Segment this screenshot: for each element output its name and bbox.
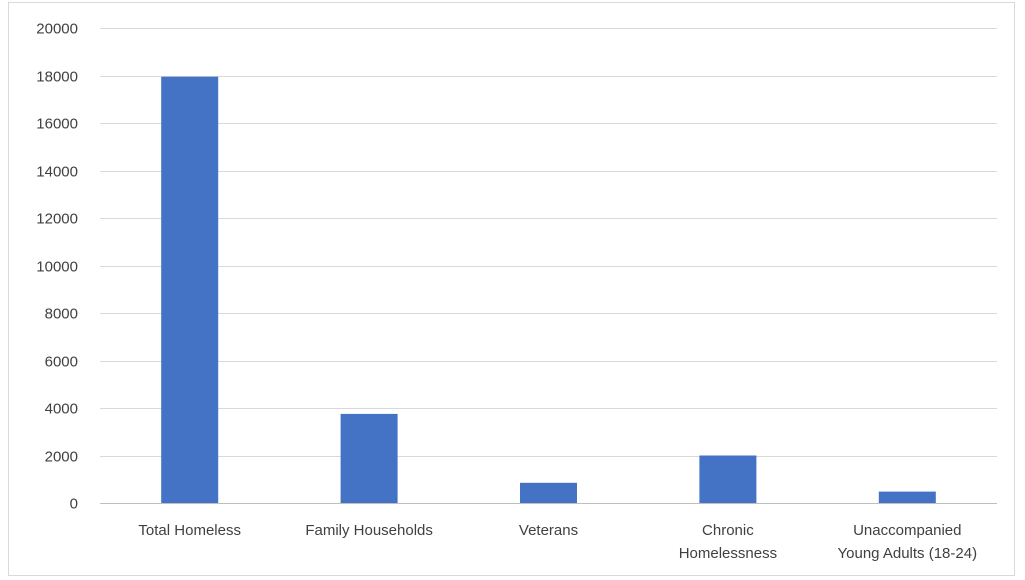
bar xyxy=(878,491,936,503)
y-tick-label: 14000 xyxy=(36,164,78,181)
bar xyxy=(161,76,219,503)
bar xyxy=(699,455,757,503)
y-tick-label: 8000 xyxy=(45,306,78,323)
y-tick-label: 10000 xyxy=(36,259,78,276)
y-tick-label: 0 xyxy=(70,496,78,513)
bar xyxy=(340,413,398,503)
x-category-label: Veterans xyxy=(519,522,578,539)
y-tick-label: 12000 xyxy=(36,211,78,228)
y-tick-label: 2000 xyxy=(45,449,78,466)
x-category-labels: Total Homeless Family Households Veterans C… xyxy=(138,522,977,562)
bar xyxy=(520,482,577,503)
y-tick-label: 6000 xyxy=(45,354,78,371)
y-tick-label: 4000 xyxy=(45,401,78,418)
y-tick-labels: 0 2000 4000 6000 8000 10000 12000 14000 16000 180… xyxy=(36,21,78,513)
y-tick-label: 20000 xyxy=(36,21,78,38)
bars xyxy=(161,76,936,503)
x-category-label: Family Households xyxy=(305,522,433,539)
y-tick-label: 18000 xyxy=(36,69,78,86)
x-category-label: Total Homeless xyxy=(138,522,241,539)
x-category-label: Chronic Homelessness xyxy=(679,522,777,562)
x-category-label: Unaccompanied Young Adults (18-24) xyxy=(838,522,978,562)
gridlines xyxy=(100,28,997,457)
y-tick-label: 16000 xyxy=(36,116,78,133)
